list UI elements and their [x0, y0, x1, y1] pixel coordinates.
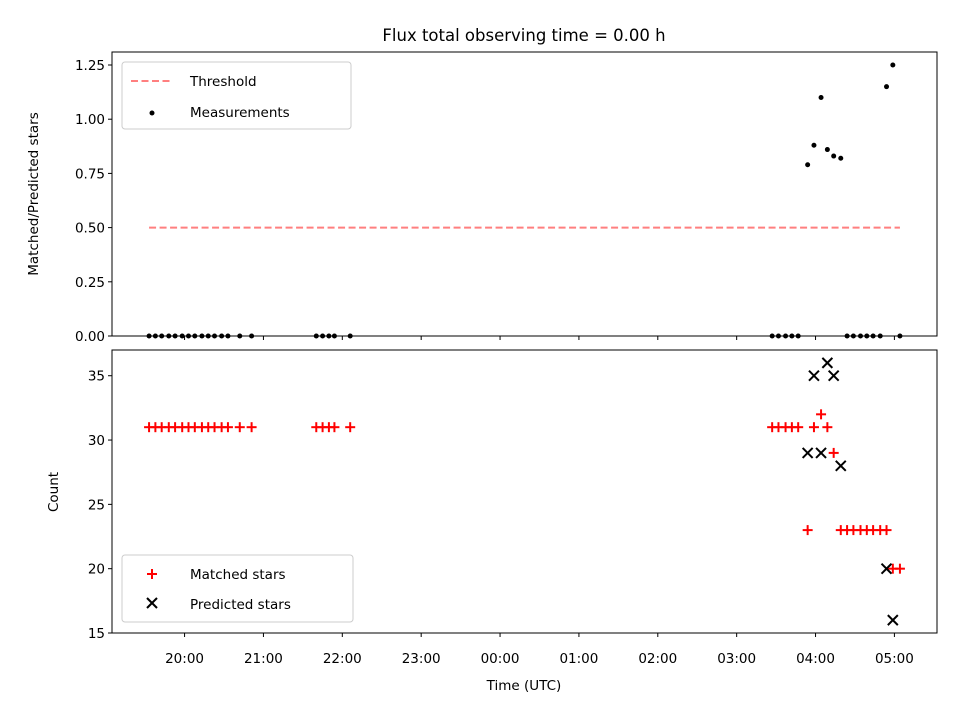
bottom-x-tick-label: 04:00	[796, 651, 835, 667]
top-legend-box	[121, 61, 352, 130]
matched-star-point	[894, 563, 905, 574]
measurement-point	[805, 162, 811, 168]
predicted-star-point	[827, 370, 840, 382]
predicted-star-point-b	[815, 447, 827, 459]
measurements-legend-swatch	[149, 110, 155, 116]
chart-title: Flux total observing time = 0.00 h	[382, 26, 665, 45]
top-legend: Threshold Measurements	[121, 61, 352, 130]
bottom-x-tick-label: 02:00	[638, 651, 677, 667]
bottom-x-tick-label: 23:00	[402, 651, 441, 667]
matched-star-point	[881, 525, 892, 536]
matched-star-point	[828, 447, 839, 458]
bottom-y-tick-label: 35	[88, 369, 105, 385]
top-panel: 0.00 0.25 0.50 0.75 1.00 1.25 Matched/Predict…	[26, 51, 938, 345]
predicted-star-point	[801, 447, 814, 459]
predicted-stars-legend-label: Predicted stars	[190, 597, 291, 613]
matched-star-point	[329, 422, 340, 433]
top-x-ticks	[184, 336, 895, 340]
predicted-star-point-b	[827, 370, 840, 382]
predicted-star-point	[887, 614, 899, 626]
predicted-star-point	[880, 562, 893, 575]
matched-star-point	[234, 422, 245, 433]
measurement-point	[818, 95, 824, 101]
matched-stars-legend-label: Matched stars	[190, 567, 286, 583]
predicted-star-point-b	[880, 562, 893, 575]
bottom-x-tick-label: 20:00	[165, 651, 204, 667]
top-y-tick-label: 0.50	[75, 221, 105, 237]
matched-stars-legend-swatch	[147, 569, 157, 579]
predicted-stars-swatch-mark-b	[146, 597, 158, 609]
predicted-star-point-b	[835, 460, 847, 472]
matched-star-point	[808, 422, 819, 433]
predicted-star-point-b	[887, 614, 899, 626]
top-axes-frame	[111, 51, 938, 337]
top-y-ticks: 0.00 0.25 0.50 0.75 1.00 1.25	[75, 58, 112, 345]
bottom-marks	[144, 357, 905, 626]
bottom-y-tick-label: 25	[88, 497, 105, 513]
bottom-x-ticks: 20:00 21:00 22:00 23:00 00:00 01:00 02:00 03:00…	[165, 633, 914, 667]
measurements-legend-label: Measurements	[190, 105, 290, 121]
bottom-y-tick-label: 20	[88, 562, 105, 578]
predicted-star-point-b	[821, 357, 834, 369]
predicted-stars-legend-swatch	[146, 597, 158, 609]
matched-star-point	[802, 525, 813, 536]
predicted-star-point	[808, 370, 820, 382]
top-y-tick-label: 1.25	[75, 58, 105, 74]
measurement-point	[831, 153, 837, 159]
predicted-star-point-b	[801, 447, 814, 459]
bottom-x-tick-label: 00:00	[481, 651, 520, 667]
bottom-x-tick-label: 21:00	[244, 651, 283, 667]
x-axis-label: Time (UTC)	[486, 678, 562, 694]
predicted-star-point	[821, 357, 834, 369]
predicted-star-point	[815, 447, 827, 459]
bottom-legend: Matched stars Predicted stars	[121, 554, 354, 623]
bottom-x-tick-label: 22:00	[323, 651, 362, 667]
bottom-y-axis-label: Count	[46, 472, 62, 512]
bottom-x-tick-label: 03:00	[717, 651, 756, 667]
top-y-axis-label: Matched/Predicted stars	[26, 112, 42, 275]
bottom-axes-frame	[111, 349, 938, 634]
matched-stars-swatch-mark	[147, 569, 157, 579]
matched-star-point	[793, 422, 804, 433]
top-y-tick-label: 1.00	[75, 112, 105, 128]
bottom-x-tick-label: 05:00	[875, 651, 914, 667]
bottom-y-tick-label: 15	[88, 626, 105, 642]
measurement-point	[824, 147, 830, 153]
bottom-x-tick-label: 01:00	[559, 651, 598, 667]
measurement-point	[890, 62, 896, 68]
bottom-y-ticks: 15 20 25 30 35	[88, 369, 112, 642]
bottom-y-tick-label: 30	[88, 433, 105, 449]
predicted-star-point	[835, 460, 847, 472]
matched-star-point	[345, 422, 356, 433]
measurement-point	[811, 142, 817, 148]
threshold-legend-label: Threshold	[189, 74, 257, 90]
matched-star-point	[822, 422, 833, 433]
predicted-stars-swatch-mark	[146, 597, 158, 609]
top-y-tick-label: 0.75	[75, 166, 105, 182]
top-y-tick-label: 0.00	[75, 329, 105, 345]
measurement-point	[884, 84, 890, 90]
bottom-panel: 15 20 25 30 35 20:00 21:00 22:00 23:00 00:00 01:0…	[46, 349, 938, 694]
measurement-point	[838, 155, 844, 161]
top-y-tick-label: 0.25	[75, 275, 105, 291]
predicted-star-point-b	[808, 370, 820, 382]
matched-star-point	[246, 422, 257, 433]
matched-star-point	[222, 422, 233, 433]
matched-star-point	[816, 409, 827, 420]
bottom-legend-box	[121, 554, 354, 623]
